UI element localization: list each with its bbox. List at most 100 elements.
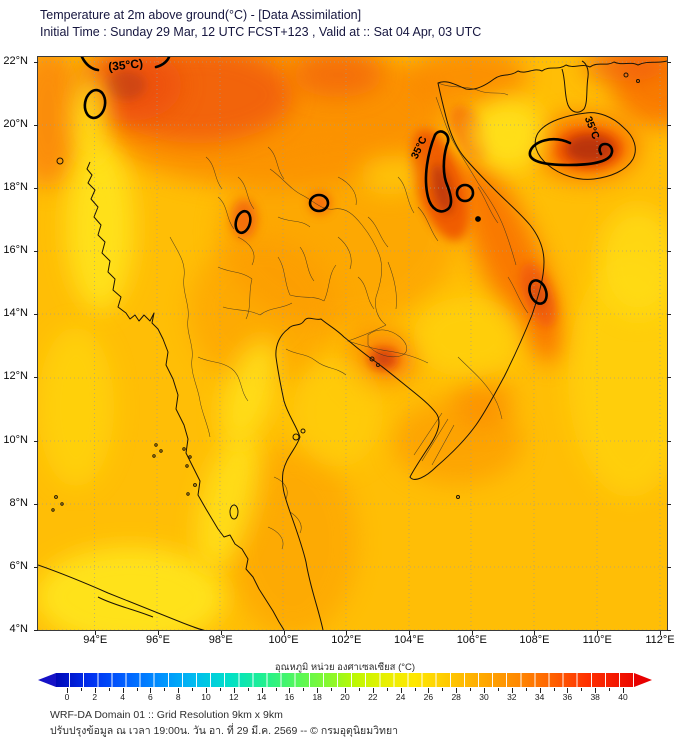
y-axis-tick <box>34 61 38 63</box>
colorbar-tick-label: 10 <box>201 692 211 702</box>
colorbar-tick-label: 18 <box>312 692 322 702</box>
y-axis-tick-right <box>667 61 671 63</box>
x-axis-tick <box>346 631 348 635</box>
y-axis-tick-right <box>667 124 671 126</box>
x-axis-tick-label: 104°E <box>393 634 425 646</box>
colorbar-tick <box>289 688 291 693</box>
admin-boundaries <box>169 82 529 550</box>
colorbar-tick <box>539 688 541 693</box>
y-axis-tick-label: 14°N <box>3 307 28 320</box>
colorbar-tick <box>164 688 166 691</box>
y-axis-tick-right <box>667 377 671 379</box>
contour-label-top: (35°C) <box>108 57 144 74</box>
colorbar-tick <box>400 688 402 693</box>
temperature-map-svg: (35°C) 35°C 35°C <box>13 37 676 647</box>
colorbar-tick <box>192 688 194 691</box>
colorbar-title: อุณหภูมิ หน่วย องศาเซลเซียส (°C) <box>274 662 416 673</box>
colorbar-tick-label: 2 <box>92 692 98 702</box>
colorbar-tick <box>108 688 110 691</box>
colorbar-tick <box>331 688 333 691</box>
colorbar-tick <box>525 688 527 691</box>
colorbar-tick <box>206 688 207 693</box>
x-axis-tick-label: 100°E <box>268 634 299 646</box>
colorbar-tick <box>136 688 138 691</box>
colorbar-tick <box>94 688 96 693</box>
y-axis-tick-label: 6°N <box>9 559 28 572</box>
colorbar-tick <box>386 688 388 691</box>
y-axis-tick <box>34 440 38 442</box>
x-axis-tick-label: 96°E <box>146 634 171 646</box>
x-axis-tick <box>220 631 222 635</box>
colorbar-tick <box>233 688 235 693</box>
y-axis-tick-right <box>667 188 671 189</box>
title-block: Temperature at 2m above ground(°C) - [Da… <box>40 7 481 41</box>
colorbar-tick-label: 4 <box>120 692 125 702</box>
colorbar-tick <box>150 688 152 693</box>
x-axis-tick <box>409 631 410 635</box>
colorbar-tick <box>247 688 249 691</box>
colorbar-tick <box>219 688 221 691</box>
y-axis-tick <box>34 188 38 189</box>
colorbar-tick-label: 8 <box>175 692 181 702</box>
x-axis-tick-label: 98°E <box>208 634 233 646</box>
x-axis-tick-label: 106°E <box>456 634 487 646</box>
temperature-heat-blobs <box>13 37 676 647</box>
colorbar-tick <box>581 688 583 691</box>
y-axis-tick <box>34 630 38 632</box>
colorbar-tick <box>67 688 68 693</box>
map-subtitle: Initial Time : Sunday 29 Mar, 12 UTC FCS… <box>40 25 482 39</box>
colorbar-tick <box>456 688 458 693</box>
y-axis-tick-label: 8°N <box>9 496 28 509</box>
colorbar-tick <box>595 688 597 693</box>
temperature-contours-35c <box>80 55 614 305</box>
y-axis-tick-right <box>667 566 671 568</box>
footer-domain-info: WRF-DA Domain 01 :: Grid Resolution 9km … <box>50 709 283 721</box>
y-axis-tick-label: 10°N <box>3 433 28 446</box>
x-axis-tick <box>95 631 97 635</box>
x-axis-tick <box>283 631 285 635</box>
y-axis-tick-label: 20°N <box>3 117 28 130</box>
colorbar-tick <box>275 688 277 691</box>
colorbar-tick <box>511 688 513 693</box>
colorbar-tick <box>303 688 305 691</box>
colorbar-tick-label: 6 <box>148 692 153 702</box>
colorbar-tick-label: 0 <box>64 692 70 702</box>
y-axis-tick-right <box>667 314 671 316</box>
y-axis-tick <box>34 124 38 126</box>
colorbar-tick-label: 32 <box>507 692 517 702</box>
x-axis-tick <box>158 631 160 635</box>
x-axis-tick-label: 112°E <box>645 634 675 646</box>
colorbar-tick <box>609 688 611 691</box>
y-axis-tick-label: 16°N <box>3 244 28 257</box>
y-axis-tick-label: 4°N <box>9 623 28 636</box>
colorbar-tick-label: 38 <box>590 692 600 702</box>
x-axis-tick-label: 110°E <box>582 634 612 646</box>
colorbar-tick-label: 26 <box>423 692 434 702</box>
colorbar-below-min-arrow <box>38 673 56 687</box>
colorbar-gradient <box>56 673 634 687</box>
colorbar-tick <box>414 688 416 691</box>
colorbar-tick-label: 40 <box>618 692 628 702</box>
colorbar-tick-label: 30 <box>479 692 489 702</box>
colorbar-tick-label: 16 <box>284 692 295 702</box>
y-axis-tick-right <box>667 503 671 505</box>
x-axis-tick-label: 102°E <box>331 634 362 646</box>
y-axis-tick <box>34 314 38 316</box>
colorbar-tick <box>623 688 624 693</box>
x-axis-tick-label: 108°E <box>519 634 550 646</box>
y-axis-tick-label: 12°N <box>3 370 28 383</box>
colorbar-tick <box>122 688 124 693</box>
y-axis-tick-label: 18°N <box>3 181 28 193</box>
x-axis-tick <box>659 631 661 635</box>
map-plot-area: (35°C) 35°C 35°C <box>13 37 676 647</box>
colorbar-tick-label: 12 <box>229 692 239 702</box>
colorbar-tick <box>345 688 346 693</box>
y-axis-tick-right <box>667 251 671 253</box>
colorbar-tick <box>428 688 430 693</box>
colorbar-above-max-arrow <box>634 673 652 687</box>
colorbar-tick <box>567 688 569 693</box>
x-axis-tick <box>471 631 473 635</box>
y-axis-tick <box>34 503 38 505</box>
colorbar-tick <box>80 688 82 691</box>
